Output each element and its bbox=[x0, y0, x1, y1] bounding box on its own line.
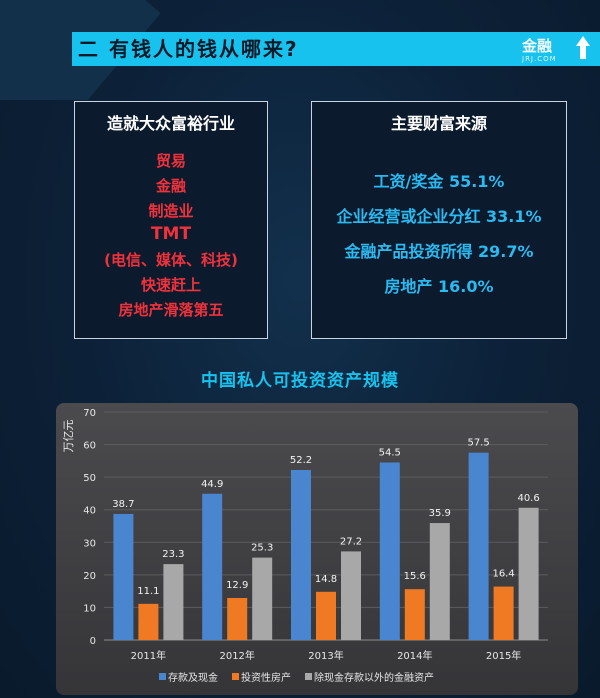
data-label: 38.7 bbox=[112, 499, 134, 510]
legend-label: 除现金存款以外的金融资产 bbox=[314, 671, 434, 684]
bar bbox=[202, 493, 223, 640]
data-label: 25.3 bbox=[251, 543, 273, 554]
wealth-source-item: 金融产品投资所得 29.7% bbox=[344, 242, 534, 261]
bar bbox=[227, 597, 248, 640]
data-label: 11.1 bbox=[137, 586, 159, 597]
legend-swatch bbox=[159, 673, 166, 680]
chart-panel bbox=[56, 403, 578, 695]
industry-item: 房地产滑落第五 bbox=[118, 301, 224, 319]
y-tick-label: 10 bbox=[83, 603, 96, 614]
bar bbox=[493, 586, 514, 640]
section-title: 二 有钱人的钱从哪来? bbox=[78, 37, 299, 61]
x-tick-label: 2013年 bbox=[308, 649, 343, 662]
logo-arrow-stem bbox=[580, 45, 586, 59]
header-bar bbox=[72, 32, 600, 66]
data-label: 14.8 bbox=[315, 574, 337, 585]
x-tick-label: 2012年 bbox=[219, 649, 254, 662]
bar bbox=[468, 452, 489, 640]
data-label: 27.2 bbox=[340, 536, 362, 547]
industry-item: 制造业 bbox=[148, 202, 194, 220]
wealth-source-item: 企业经营或企业分红 33.1% bbox=[336, 207, 542, 226]
data-label: 12.9 bbox=[226, 580, 248, 591]
y-tick-label: 50 bbox=[83, 473, 96, 484]
brand-logo: 金融 bbox=[522, 37, 553, 55]
x-tick-label: 2011年 bbox=[131, 649, 166, 662]
bar bbox=[113, 513, 134, 640]
x-tick-label: 2014年 bbox=[397, 649, 432, 662]
data-label: 54.5 bbox=[379, 447, 401, 458]
legend-swatch bbox=[232, 673, 239, 680]
data-label: 40.6 bbox=[517, 493, 539, 504]
legend-label: 投资性房产 bbox=[241, 671, 291, 684]
logo-arrow-icon bbox=[576, 36, 590, 46]
wealth-source-item: 工资/奖金 55.1% bbox=[373, 172, 505, 191]
legend-swatch bbox=[305, 673, 312, 680]
bar bbox=[429, 523, 450, 640]
brand-logo-sub: JRJ.COM bbox=[522, 55, 557, 63]
wealth-source-item: 房地产 16.0% bbox=[384, 277, 494, 296]
bar bbox=[316, 591, 336, 640]
industry-item: TMT bbox=[150, 224, 192, 244]
data-label: 35.9 bbox=[429, 508, 451, 519]
industries-box: 造就大众富裕行业 贸易 金融 制造业 TMT (电信、媒体、科技) 快速赶上 房… bbox=[74, 101, 268, 339]
data-label: 57.5 bbox=[467, 438, 489, 449]
industry-item: 快速赶上 bbox=[140, 276, 201, 294]
data-label: 23.3 bbox=[162, 549, 184, 560]
y-axis-label: 万亿元 bbox=[62, 420, 75, 453]
legend-label: 存款及现金 bbox=[168, 671, 218, 684]
y-tick-label: 0 bbox=[90, 636, 96, 647]
wealth-sources-box: 主要财富来源 工资/奖金 55.1% 企业经营或企业分红 33.1% 金融产品投… bbox=[311, 101, 567, 339]
y-tick-label: 70 bbox=[83, 408, 96, 419]
industry-item: 金融 bbox=[155, 177, 186, 195]
x-tick-label: 2015年 bbox=[486, 649, 521, 662]
y-tick-label: 40 bbox=[83, 506, 96, 517]
industries-box-title: 造就大众富裕行业 bbox=[106, 114, 235, 133]
bar bbox=[404, 589, 425, 640]
industry-item: (电信、媒体、科技) bbox=[104, 251, 238, 269]
bar bbox=[291, 469, 311, 640]
bar bbox=[163, 564, 184, 640]
data-label: 44.9 bbox=[201, 479, 223, 490]
bar bbox=[341, 551, 361, 640]
wealth-sources-box-title: 主要财富来源 bbox=[390, 114, 487, 133]
y-tick-label: 30 bbox=[83, 538, 96, 549]
bar bbox=[518, 507, 539, 640]
chart-title: 中国私人可投资资产规模 bbox=[201, 371, 399, 391]
y-tick-label: 60 bbox=[83, 441, 96, 452]
bar bbox=[379, 462, 400, 640]
data-label: 15.6 bbox=[404, 571, 426, 582]
data-label: 16.4 bbox=[492, 569, 514, 580]
bar bbox=[252, 557, 273, 640]
industry-item: 贸易 bbox=[155, 152, 186, 170]
data-label: 52.2 bbox=[290, 455, 312, 466]
bar bbox=[138, 603, 159, 640]
y-tick-label: 20 bbox=[83, 571, 96, 582]
